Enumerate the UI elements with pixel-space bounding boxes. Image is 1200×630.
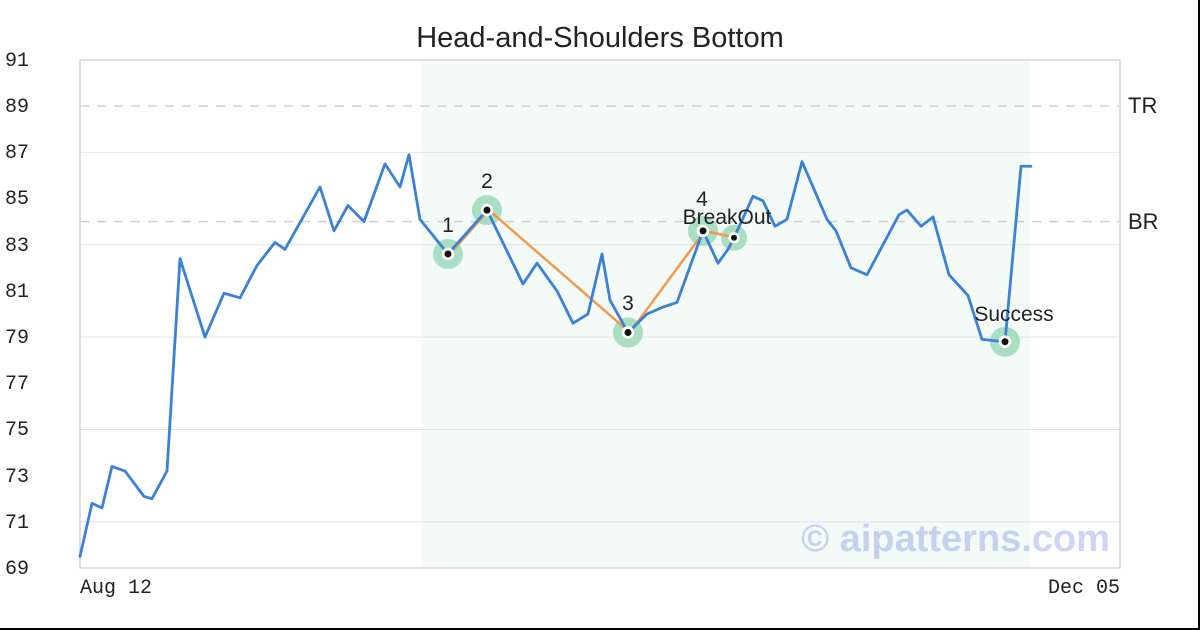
svg-text:75: 75 <box>5 419 29 442</box>
svg-text:85: 85 <box>5 188 29 211</box>
svg-text:2: 2 <box>481 170 493 193</box>
svg-text:Success: Success <box>974 303 1053 326</box>
svg-text:77: 77 <box>5 373 29 396</box>
svg-text:TR: TR <box>1128 93 1157 118</box>
svg-text:87: 87 <box>5 142 29 165</box>
svg-text:© aipatterns.com: © aipatterns.com <box>801 518 1110 560</box>
svg-text:81: 81 <box>5 281 29 304</box>
svg-text:79: 79 <box>5 327 29 350</box>
svg-text:Dec 05: Dec 05 <box>1048 577 1120 600</box>
svg-text:BR: BR <box>1128 209 1159 234</box>
svg-text:BreakOut: BreakOut <box>683 206 772 229</box>
svg-text:83: 83 <box>5 235 29 258</box>
svg-text:3: 3 <box>622 292 634 315</box>
svg-text:69: 69 <box>5 558 29 581</box>
svg-text:71: 71 <box>5 512 29 535</box>
svg-text:1: 1 <box>442 214 454 237</box>
svg-text:Aug 12: Aug 12 <box>80 577 152 600</box>
svg-text:89: 89 <box>5 96 29 119</box>
svg-text:73: 73 <box>5 466 29 489</box>
